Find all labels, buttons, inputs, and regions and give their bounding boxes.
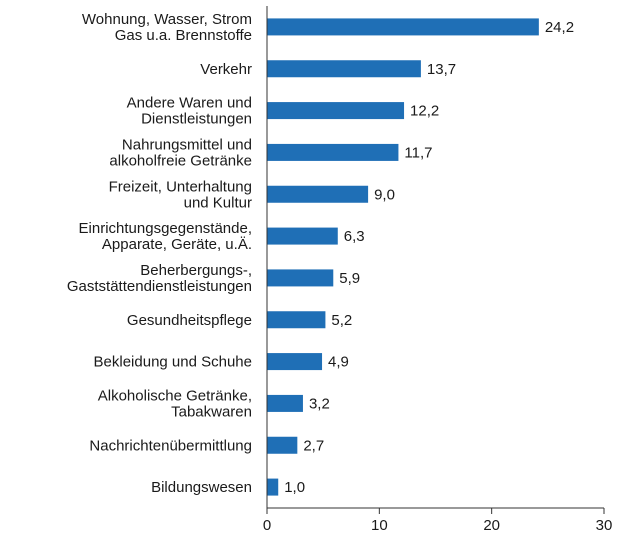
x-tick-label: 10 <box>371 517 388 534</box>
y-tick-label: Beherbergungs-, Gaststättendienstleistung… <box>67 262 252 295</box>
bar <box>267 227 338 245</box>
y-tick-label: Freizeit, Unterhaltung und Kultur <box>109 178 252 211</box>
value-label: 24,2 <box>545 19 574 36</box>
value-label: 5,2 <box>331 312 352 329</box>
value-label: 3,2 <box>309 395 330 412</box>
bar <box>267 143 399 161</box>
y-tick-label-line: Gaststättendienstleistungen <box>67 278 252 295</box>
y-tick-label-line: Wohnung, Wasser, Strom <box>82 11 252 28</box>
bar <box>267 18 539 36</box>
y-tick-label-line: Dienstleistungen <box>141 111 252 128</box>
value-label: 11,7 <box>404 144 432 161</box>
bar <box>267 353 323 371</box>
y-tick-label-line: Apparate, Geräte, u.Ä. <box>102 236 252 253</box>
y-tick-label-line: Freizeit, Unterhaltung <box>109 178 252 195</box>
y-tick-label-line: und Kultur <box>184 194 252 211</box>
value-label: 12,2 <box>410 103 439 120</box>
value-label: 5,9 <box>339 270 360 287</box>
y-tick-label-line: Einrichtungsgegenstände, <box>79 220 252 237</box>
bar <box>267 102 405 120</box>
y-tick-label-line: Bekleidung und Schuhe <box>94 354 252 371</box>
y-tick-label: Nahrungsmittel und alkoholfreie Getränke <box>109 136 252 169</box>
y-tick-label-line: Alkoholische Getränke, <box>98 387 252 404</box>
value-label: 9,0 <box>374 186 395 203</box>
y-tick-label-line: Beherbergungs-, <box>140 262 252 279</box>
value-label: 13,7 <box>427 61 456 78</box>
value-label: 2,7 <box>303 437 324 454</box>
x-tick-label: 30 <box>596 517 613 534</box>
bar <box>267 478 279 496</box>
bar <box>267 185 369 203</box>
y-tick-label-line: Gas u.a. Brennstoffe <box>115 27 252 44</box>
y-tick-label-line: Verkehr <box>200 61 252 78</box>
y-tick-label: Gesundheitspflege <box>127 312 252 329</box>
y-tick-label-line: Tabakwaren <box>171 403 252 420</box>
value-label: 1,0 <box>284 479 305 496</box>
bar <box>267 269 334 287</box>
y-tick-label-line: Andere Waren und <box>127 95 252 112</box>
y-tick-label-line: Nahrungsmittel und <box>122 136 252 153</box>
y-tick-label: Andere Waren und Dienstleistungen <box>127 95 252 128</box>
y-tick-label: Einrichtungsgegenstände, Apparate, Geräte… <box>79 220 252 253</box>
value-label: 4,9 <box>328 354 349 371</box>
y-tick-label-line: Nachrichtenübermittlung <box>89 437 252 454</box>
y-tick-label: Verkehr <box>200 61 252 78</box>
y-tick-label: Alkoholische Getränke, Tabakwaren <box>98 387 252 420</box>
y-tick-label-line: alkoholfreie Getränke <box>109 152 252 169</box>
y-tick-label: Bekleidung und Schuhe <box>94 354 252 371</box>
bar <box>267 311 326 329</box>
bar <box>267 394 303 412</box>
bar <box>267 436 298 454</box>
x-tick-label: 0 <box>263 517 271 534</box>
y-tick-label: Wohnung, Wasser, Strom Gas u.a. Brennstof… <box>82 11 252 44</box>
value-label: 6,3 <box>344 228 365 245</box>
y-tick-label-line: Bildungswesen <box>151 479 252 496</box>
y-tick-label: Nachrichtenübermittlung <box>89 437 252 454</box>
y-tick-label-line: Gesundheitspflege <box>127 312 252 329</box>
bar <box>267 60 421 78</box>
y-tick-label: Bildungswesen <box>151 479 252 496</box>
x-tick-label: 20 <box>483 517 500 534</box>
